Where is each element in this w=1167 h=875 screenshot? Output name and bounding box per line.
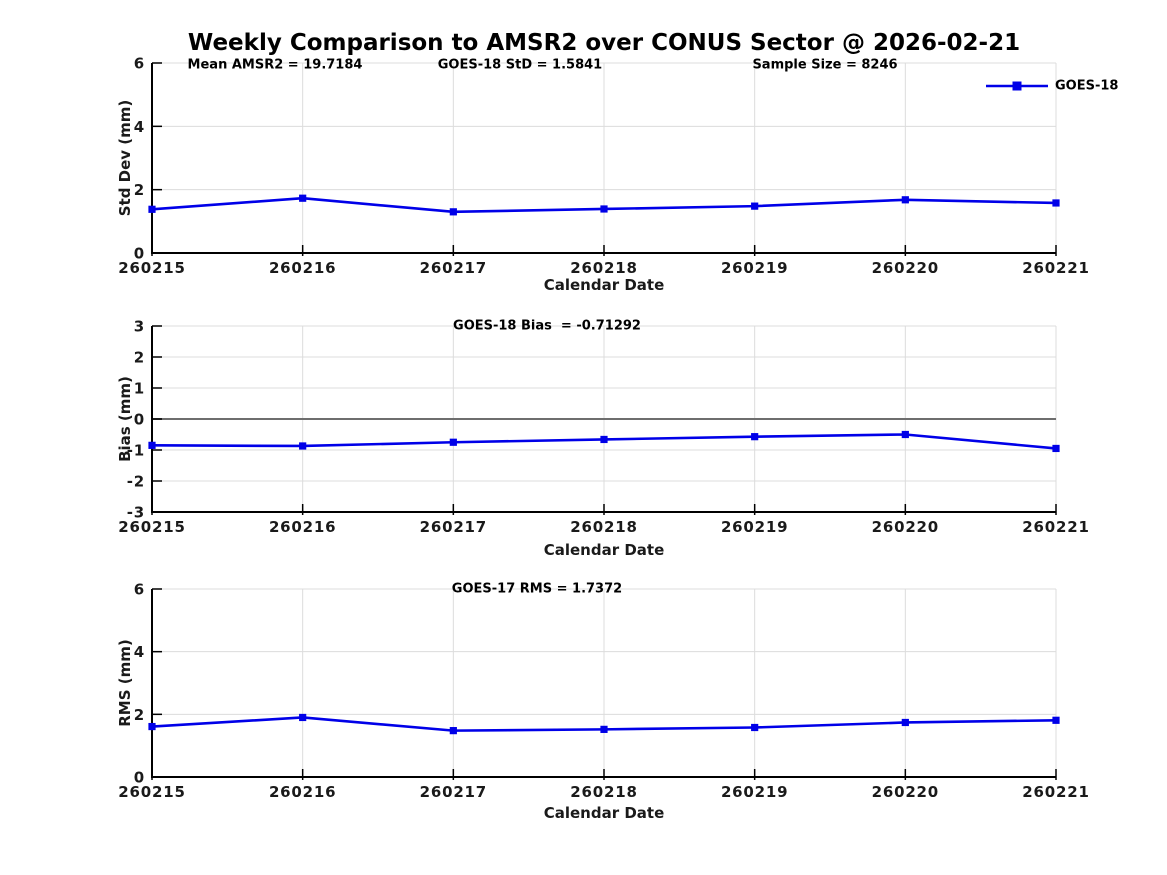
x-tick-label: 260215: [118, 259, 185, 277]
y-axis-label-std-dev: Std Dev (mm): [116, 99, 134, 217]
data-point-marker: [148, 722, 156, 731]
legend-label: GOES-18: [1055, 78, 1119, 94]
y-tick-label: -1: [127, 442, 145, 460]
data-point-marker: [299, 713, 307, 722]
y-tick-label: 6: [134, 55, 145, 73]
x-tick-label: 260218: [570, 518, 637, 536]
data-point-marker: [901, 718, 909, 727]
x-tick-label: 260220: [872, 259, 939, 277]
data-point-marker: [600, 435, 608, 444]
data-point-marker: [299, 194, 307, 202]
x-tick-label: 260219: [721, 518, 788, 536]
x-tick-label: 260215: [118, 518, 185, 536]
y-tick-label: 6: [134, 581, 145, 599]
y-tick-label: 2: [134, 349, 145, 367]
x-tick-label: 260221: [1022, 518, 1089, 536]
x-tick-label: 260215: [118, 783, 185, 801]
y-tick-label: 0: [134, 411, 145, 429]
data-point-marker: [751, 433, 759, 441]
data-point-marker: [148, 205, 156, 213]
x-tick-label: 260219: [721, 259, 788, 277]
data-point-marker: [449, 727, 457, 735]
x-tick-label: 260217: [420, 518, 487, 536]
x-axis-label-2: Calendar Date: [543, 541, 665, 559]
x-tick-label: 260220: [872, 783, 939, 801]
x-tick-label: 260218: [570, 783, 637, 801]
y-tick-label: 0: [134, 245, 145, 263]
x-tick-label: 260218: [570, 259, 637, 277]
y-tick-label: 4: [134, 118, 145, 136]
y-axis-label-bias: Bias (mm): [116, 376, 134, 462]
data-point-marker: [148, 441, 156, 449]
chart-bias: 260215 260216 260217 260218 260219 260220 2602…: [118, 318, 1089, 537]
data-point-marker: [751, 723, 759, 732]
data-point-marker: [600, 725, 608, 733]
data-point-marker: [600, 205, 608, 213]
x-tick-label: 260220: [872, 518, 939, 536]
x-tick-label: 260216: [269, 518, 336, 536]
data-point-marker: [901, 196, 909, 204]
annotation-sample-size: Sample Size = 8246: [752, 57, 898, 73]
y-tick-label: -3: [127, 504, 145, 522]
annotation-mean-amsr2: Mean AMSR2 = 19.7184: [187, 57, 363, 73]
x-axis-label-3: Calendar Date: [543, 804, 665, 822]
data-point-marker: [751, 202, 759, 210]
data-point-marker: [449, 438, 457, 446]
data-point-marker: [901, 430, 909, 439]
data-point-marker: [1052, 444, 1060, 453]
data-point-marker: [299, 442, 307, 450]
legend: GOES-18: [985, 79, 1118, 94]
data-point-marker: [1052, 716, 1060, 724]
x-tick-label: 260217: [420, 259, 487, 277]
x-tick-label: 260219: [721, 783, 788, 801]
y-tick-label: 2: [134, 706, 145, 724]
x-axis-label-1: Calendar Date: [543, 276, 665, 294]
x-tick-label: 260217: [420, 783, 487, 801]
y-tick-label: 1: [134, 380, 145, 398]
annotation-goes18-std: GOES-18 StD = 1.5841: [437, 57, 603, 73]
figure-title: Weekly Comparison to AMSR2 over CONUS Se…: [187, 30, 1021, 56]
data-point-marker: [1052, 199, 1060, 207]
x-tick-label: 260221: [1022, 783, 1089, 801]
data-point-marker: [449, 208, 457, 216]
annotation-goes17-rms: GOES-17 RMS = 1.7372: [451, 581, 623, 597]
y-tick-label: 2: [134, 181, 145, 199]
y-axis-label-rms: RMS (mm): [116, 639, 134, 727]
y-tick-label: 3: [134, 318, 145, 336]
y-tick-label: 4: [134, 643, 145, 661]
legend-line-marker-icon: [986, 81, 1048, 91]
annotation-goes18-bias: GOES-18 Bias = -0.71292: [453, 318, 641, 334]
y-tick-label: 0: [134, 769, 145, 787]
x-tick-label: 260216: [269, 783, 336, 801]
chart-std-dev: 260215 260216 260217 260218 260219 260220 2602…: [118, 55, 1089, 278]
chart-rms: 260215 260216 260217 260218 260219 260220 2602…: [118, 581, 1089, 802]
x-tick-label: 260216: [269, 259, 336, 277]
x-tick-label: 260221: [1022, 259, 1089, 277]
y-tick-label: -2: [127, 473, 145, 491]
